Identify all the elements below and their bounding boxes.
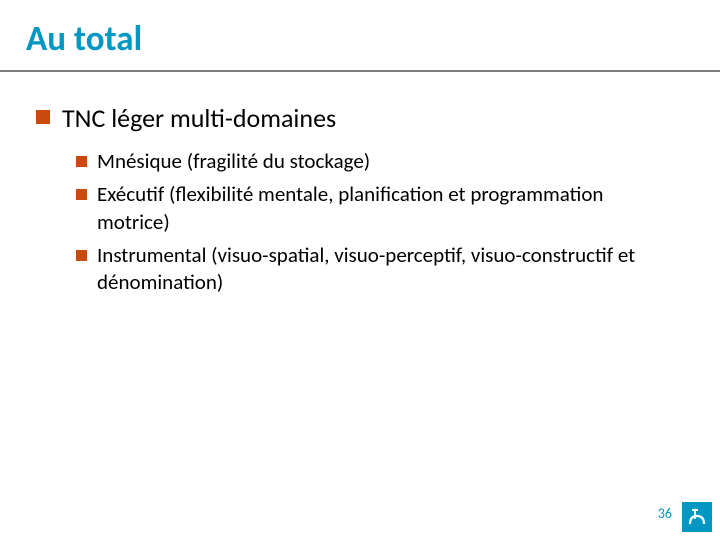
page-number: 36 (658, 505, 672, 522)
bullet-level2: Instrumental (visuo-spatial, visuo-perce… (76, 242, 684, 297)
bullet-level2: Mnésique (fragilité du stockage) (76, 148, 684, 175)
level2-list: Mnésique (fragilité du stockage) Exécuti… (76, 148, 684, 296)
level2-text: Instrumental (visuo-spatial, visuo-perce… (97, 242, 657, 297)
square-bullet-icon (36, 110, 50, 124)
level2-text: Mnésique (fragilité du stockage) (97, 148, 370, 175)
square-bullet-icon (76, 250, 87, 261)
footer-logo (682, 502, 712, 532)
title-area: Au total (0, 0, 720, 66)
logo-icon (684, 504, 710, 530)
bullet-level1: TNC léger multi-domaines (36, 102, 684, 134)
slide-title: Au total (26, 18, 720, 60)
square-bullet-icon (76, 156, 87, 167)
level2-text: Exécutif (flexibilité mentale, planifica… (97, 181, 657, 236)
square-bullet-icon (76, 189, 87, 200)
level1-text: TNC léger multi-domaines (62, 102, 336, 134)
slide-body: TNC léger multi-domaines Mnésique (fragi… (0, 72, 720, 296)
bullet-level2: Exécutif (flexibilité mentale, planifica… (76, 181, 684, 236)
